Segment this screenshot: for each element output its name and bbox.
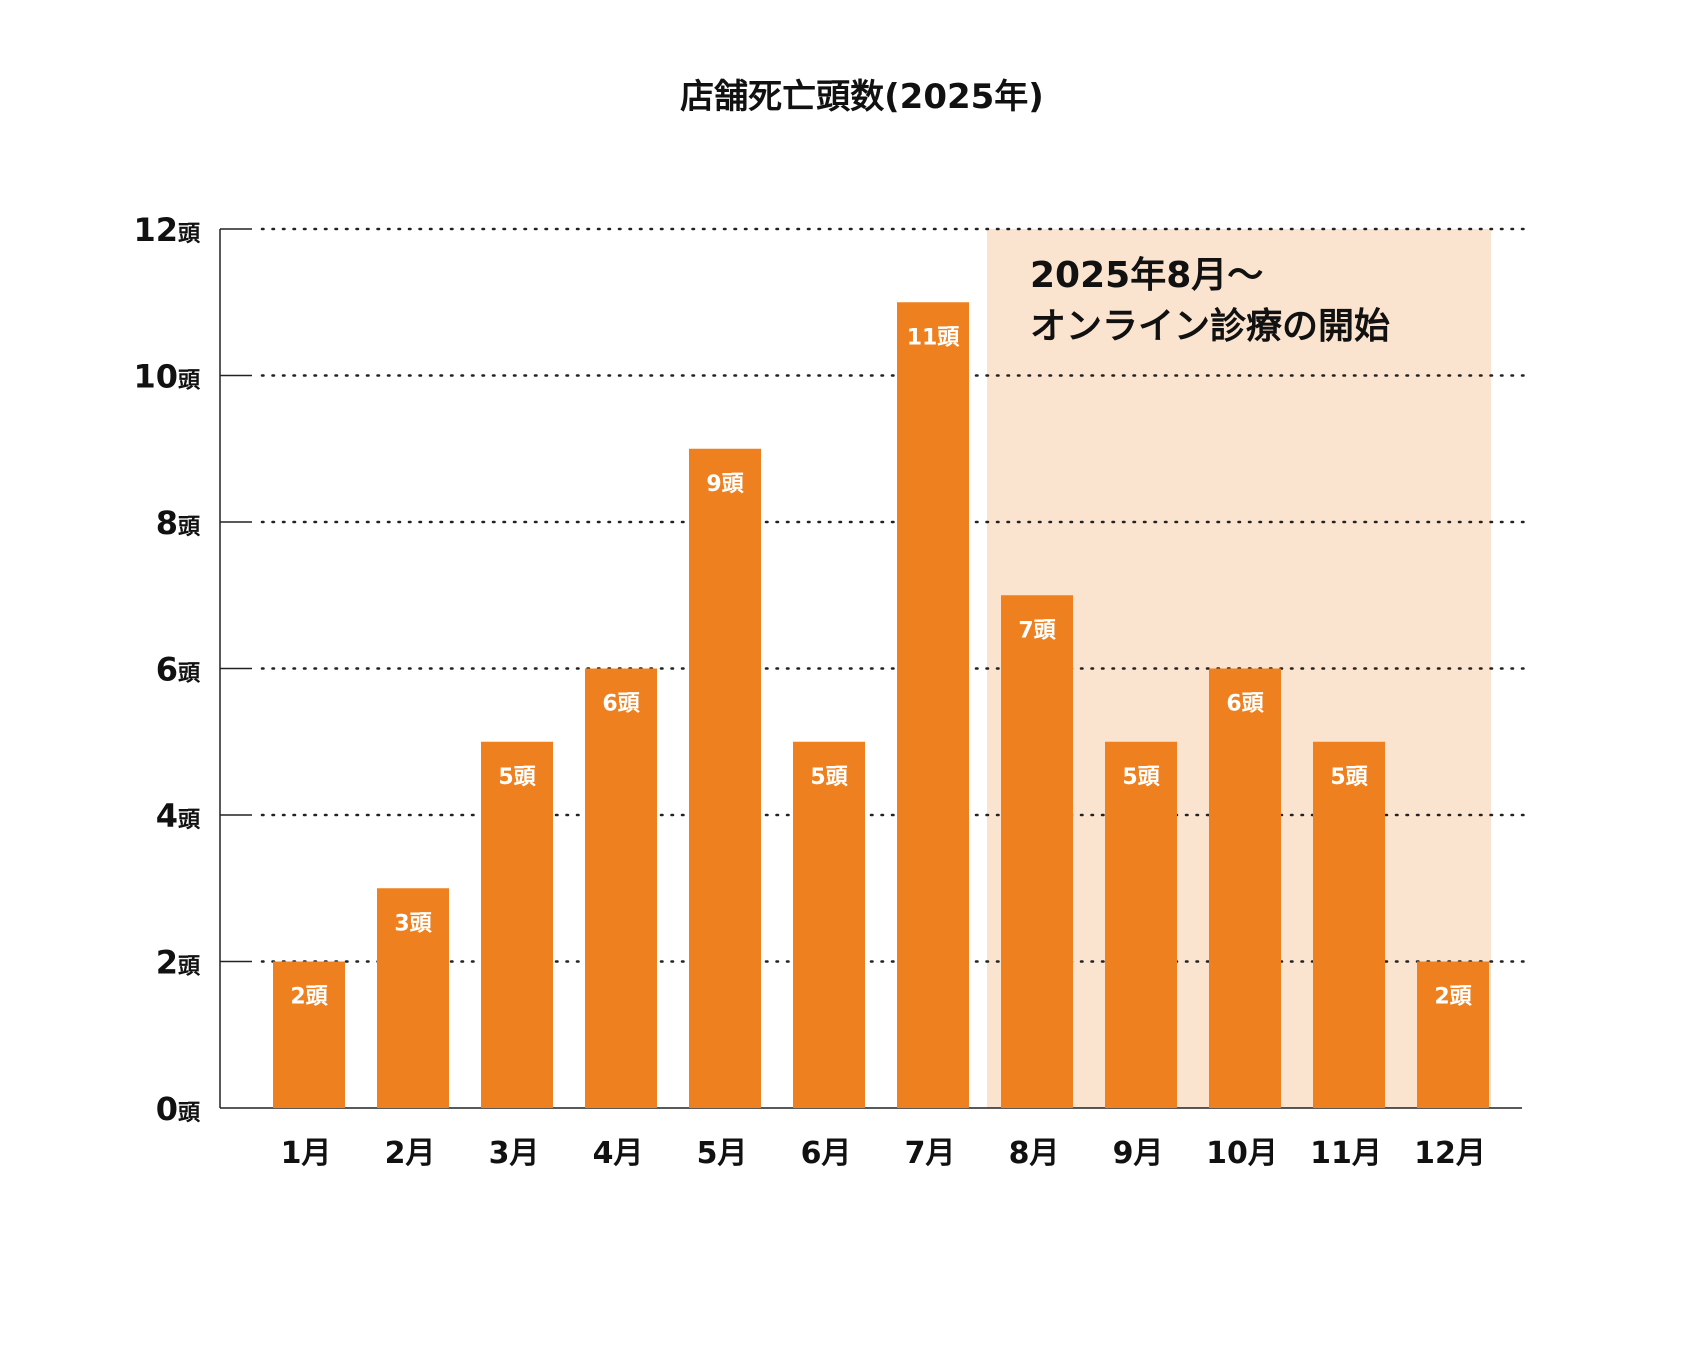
x-tick-label: 3月 xyxy=(489,1136,540,1171)
x-tick-label: 9月 xyxy=(1113,1136,1164,1171)
y-tick-unit: 頭 xyxy=(178,222,201,247)
data-label: 5頭 xyxy=(810,765,848,790)
bar-2月 xyxy=(377,888,449,1108)
x-tick-label: 1月 xyxy=(281,1136,332,1171)
bar-6月 xyxy=(793,741,865,1108)
y-tick-label: 4頭 xyxy=(156,797,201,835)
data-label: 7頭 xyxy=(1018,618,1056,643)
y-tick-label: 12頭 xyxy=(133,211,201,249)
data-label: 5頭 xyxy=(1330,765,1368,790)
data-label: 5頭 xyxy=(1122,765,1160,790)
bar-11月 xyxy=(1313,741,1385,1108)
data-label: 6頭 xyxy=(602,692,640,717)
data-label: 5頭 xyxy=(498,765,536,790)
x-tick-label: 4月 xyxy=(593,1136,644,1171)
y-tick-number: 12 xyxy=(133,211,178,249)
bar-10月 xyxy=(1209,668,1281,1108)
data-label: 2頭 xyxy=(1434,985,1472,1010)
bar-4月 xyxy=(585,668,657,1108)
y-tick-unit: 頭 xyxy=(178,955,201,980)
bar-9月 xyxy=(1105,741,1177,1108)
y-tick-number: 10 xyxy=(133,358,178,396)
x-tick-label: 2月 xyxy=(385,1136,436,1171)
y-tick-number: 6 xyxy=(156,651,178,689)
data-label: 11頭 xyxy=(907,325,961,350)
bar-12月 xyxy=(1417,961,1489,1108)
x-tick-label: 7月 xyxy=(905,1136,956,1171)
y-tick-unit: 頭 xyxy=(178,515,201,540)
y-tick-unit: 頭 xyxy=(178,369,201,394)
y-tick-number: 0 xyxy=(156,1090,178,1128)
x-tick-label: 8月 xyxy=(1009,1136,1060,1171)
annotation-line-1: 2025年8月〜 xyxy=(1030,255,1263,296)
x-tick-label: 11月 xyxy=(1310,1136,1382,1171)
y-tick-label: 0頭 xyxy=(156,1090,201,1128)
y-tick-unit: 頭 xyxy=(178,662,201,687)
x-tick-label: 5月 xyxy=(697,1136,748,1171)
bar-7月 xyxy=(897,302,969,1108)
data-label: 3頭 xyxy=(394,911,432,936)
x-tick-label: 10月 xyxy=(1206,1136,1278,1171)
y-tick-unit: 頭 xyxy=(178,808,201,833)
y-tick-number: 2 xyxy=(156,944,178,982)
annotation-line-2: オンライン診療の開始 xyxy=(1030,306,1390,347)
x-tick-label: 12月 xyxy=(1414,1136,1486,1171)
chart-title: 店舗死亡頭数(2025年) xyxy=(680,77,1044,117)
y-tick-label: 10頭 xyxy=(133,358,201,396)
data-label: 6頭 xyxy=(1226,692,1264,717)
bar-5月 xyxy=(689,448,761,1108)
y-tick-label: 6頭 xyxy=(156,651,201,689)
y-tick-unit: 頭 xyxy=(178,1101,201,1126)
x-tick-label: 6月 xyxy=(801,1136,852,1171)
y-tick-label: 8頭 xyxy=(156,504,201,542)
y-tick-label: 2頭 xyxy=(156,944,201,982)
data-label: 2頭 xyxy=(290,985,328,1010)
bar-8月 xyxy=(1001,595,1073,1108)
y-tick-number: 4 xyxy=(156,797,178,835)
bar-3月 xyxy=(481,741,553,1108)
y-tick-number: 8 xyxy=(156,504,178,542)
bar-1月 xyxy=(273,961,345,1108)
data-label: 9頭 xyxy=(706,472,744,497)
